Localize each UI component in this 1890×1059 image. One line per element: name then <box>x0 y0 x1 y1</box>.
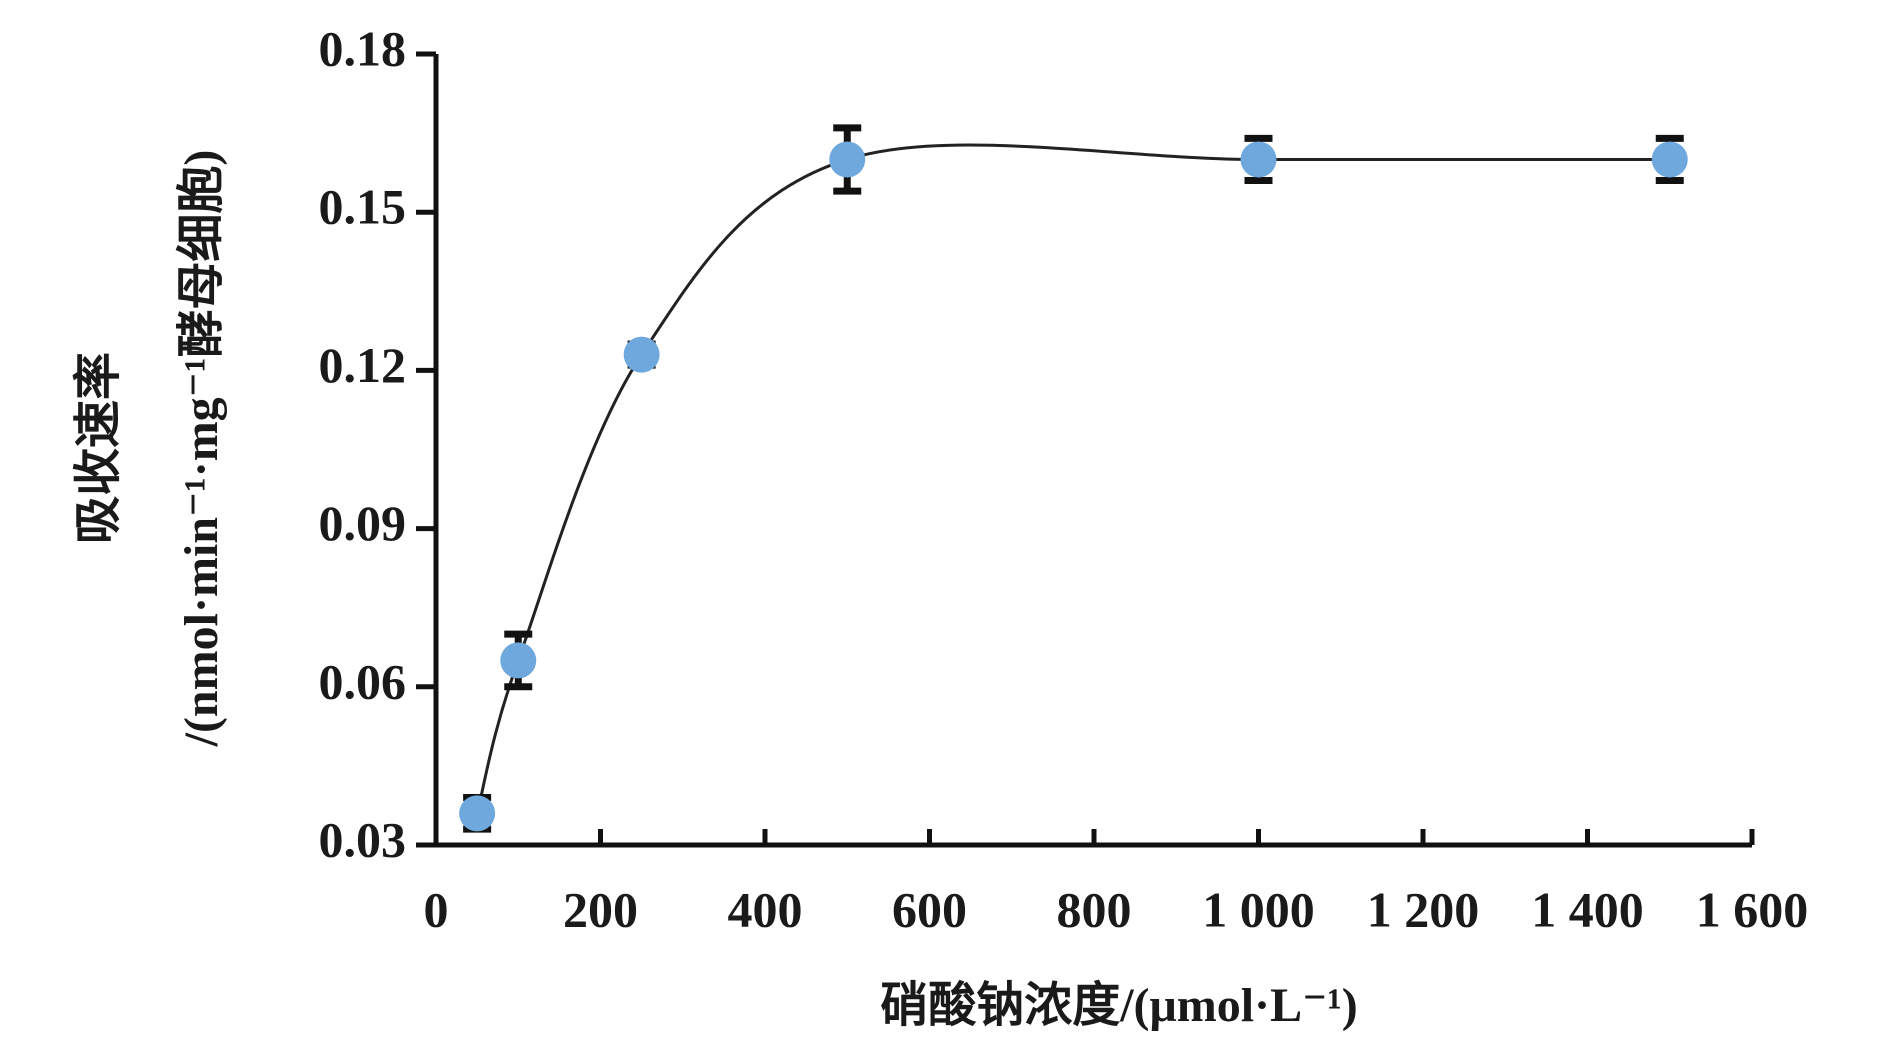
x-tick-label: 1 000 <box>1202 881 1315 937</box>
x-tick-label: 200 <box>563 881 638 937</box>
y-tick-label: 0.15 <box>319 179 407 235</box>
x-tick-label: 1 400 <box>1531 881 1644 937</box>
fit-line <box>475 143 1670 814</box>
point <box>829 141 866 178</box>
x-tick-label: 400 <box>728 881 803 937</box>
y-tick-label: 0.09 <box>319 495 407 551</box>
y-tick-label: 0.12 <box>319 337 407 393</box>
x-tick-label: 1 200 <box>1367 881 1480 937</box>
x-axis-label: 硝酸钠浓度/(μmol·L⁻¹) <box>880 979 1358 1032</box>
point <box>1240 141 1277 178</box>
point <box>623 336 660 373</box>
y-axis-label: /(nmol·min⁻¹·mg⁻¹酵母细胞) <box>175 150 228 748</box>
x-tick-label: 0 <box>424 881 449 937</box>
point <box>500 642 537 679</box>
y-tick-label: 0.03 <box>319 811 407 867</box>
point <box>459 795 496 832</box>
x-tick-label: 1 600 <box>1696 881 1809 937</box>
x-tick-label: 600 <box>892 881 967 937</box>
y-tick-label: 0.06 <box>319 653 407 709</box>
point <box>1651 141 1688 178</box>
y-axis-label: 吸收速率 <box>72 352 125 544</box>
x-tick-label: 800 <box>1057 881 1132 937</box>
y-tick-label: 0.18 <box>319 20 407 76</box>
